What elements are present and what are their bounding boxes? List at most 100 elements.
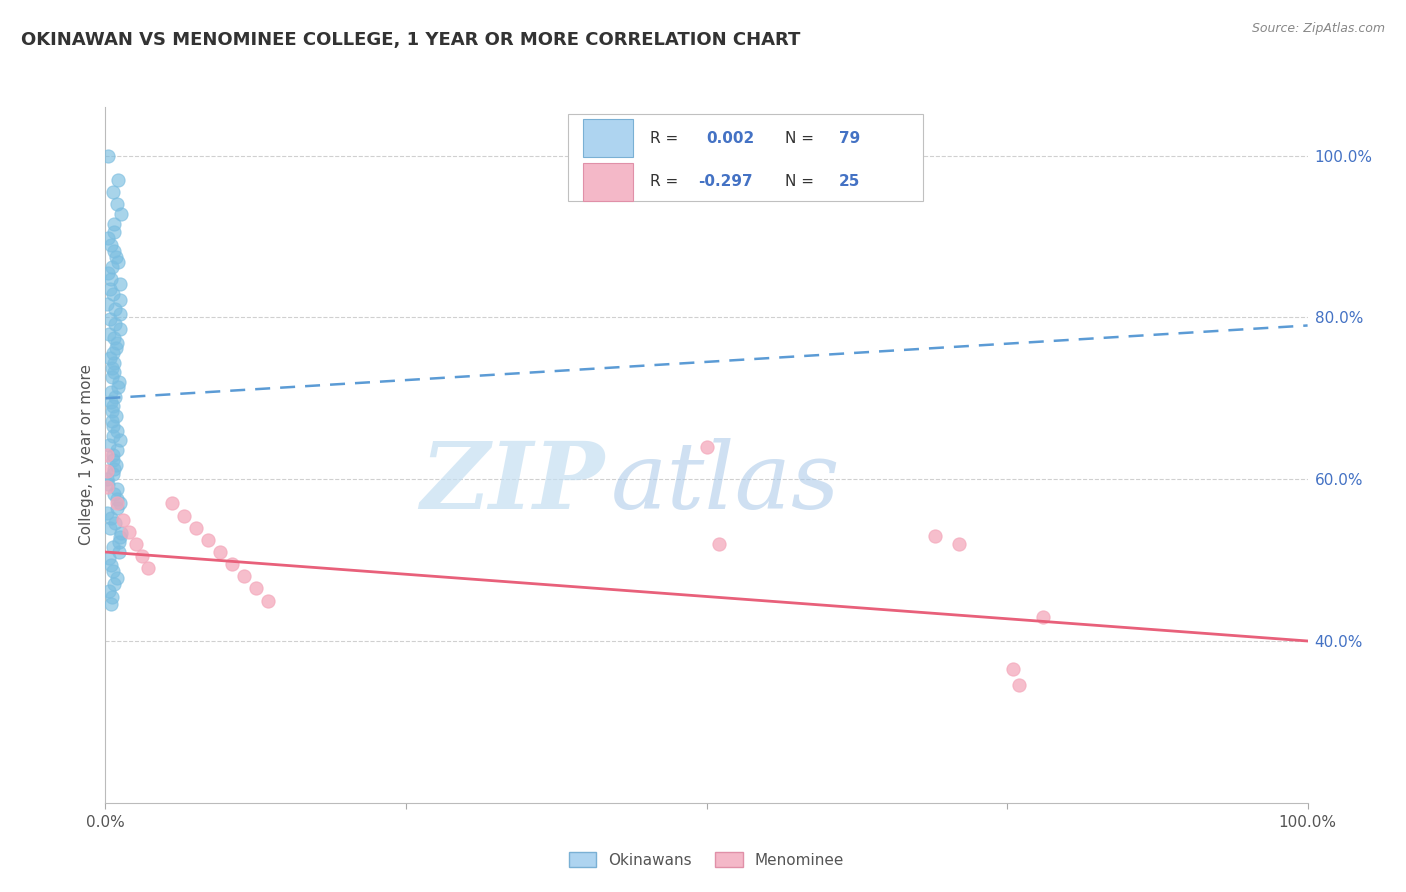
Point xyxy=(97,148,120,162)
Point xyxy=(96,464,118,478)
Point xyxy=(208,545,231,559)
Point xyxy=(103,540,125,554)
Point xyxy=(112,513,135,527)
Point xyxy=(100,394,122,409)
Point xyxy=(232,569,254,583)
Point xyxy=(96,297,118,311)
Point xyxy=(1032,609,1054,624)
Point xyxy=(245,582,267,596)
Point xyxy=(103,565,125,579)
Text: 79: 79 xyxy=(839,131,860,146)
Point xyxy=(100,404,122,418)
Point xyxy=(96,448,118,462)
Point xyxy=(101,448,124,462)
Point xyxy=(221,557,243,571)
Bar xyxy=(582,162,633,201)
Point xyxy=(107,380,129,394)
Point xyxy=(184,521,207,535)
Point xyxy=(107,375,129,389)
Point xyxy=(101,452,124,467)
Point xyxy=(101,467,124,482)
Point xyxy=(100,271,122,285)
Point xyxy=(101,287,124,301)
Point xyxy=(118,524,141,539)
Point xyxy=(103,226,125,240)
Point xyxy=(110,525,132,540)
Point xyxy=(101,414,124,428)
Point xyxy=(105,443,128,458)
Point xyxy=(98,312,121,326)
Point xyxy=(104,302,127,317)
Point xyxy=(103,346,125,360)
Point xyxy=(105,571,128,585)
Point xyxy=(108,293,131,307)
Point xyxy=(108,434,131,448)
Point xyxy=(101,428,124,442)
Point xyxy=(103,331,125,345)
Point xyxy=(103,462,125,476)
Point xyxy=(107,173,129,187)
Point xyxy=(105,250,128,264)
Point xyxy=(101,185,124,199)
Point xyxy=(97,326,120,341)
Point xyxy=(103,487,125,501)
Point xyxy=(108,322,131,336)
Text: atlas: atlas xyxy=(610,438,839,528)
Point xyxy=(256,593,278,607)
Point xyxy=(105,424,128,438)
Point xyxy=(100,237,122,252)
Point xyxy=(105,409,128,423)
Point xyxy=(98,351,121,365)
Point xyxy=(100,384,122,399)
Point xyxy=(97,477,120,491)
Point xyxy=(948,537,970,551)
Point xyxy=(103,418,125,433)
Text: 0.002: 0.002 xyxy=(707,131,755,146)
Point xyxy=(100,558,122,572)
Point xyxy=(103,577,125,591)
Point xyxy=(100,511,122,525)
Point xyxy=(103,218,125,232)
Point xyxy=(108,277,131,292)
Text: N =: N = xyxy=(785,174,818,189)
Point xyxy=(110,531,132,545)
Point xyxy=(100,597,122,611)
Point xyxy=(1002,662,1025,676)
Text: R =: R = xyxy=(650,174,683,189)
Point xyxy=(924,529,946,543)
Point xyxy=(101,260,124,275)
Point xyxy=(105,482,128,496)
Point xyxy=(105,197,128,211)
Point xyxy=(97,551,120,566)
Point xyxy=(101,360,124,375)
Text: -0.297: -0.297 xyxy=(699,174,752,189)
Point xyxy=(103,317,125,331)
Point xyxy=(105,501,128,516)
Point xyxy=(696,440,718,454)
Text: OKINAWAN VS MENOMINEE COLLEGE, 1 YEAR OR MORE CORRELATION CHART: OKINAWAN VS MENOMINEE COLLEGE, 1 YEAR OR… xyxy=(21,31,800,49)
Point xyxy=(131,549,153,563)
Point xyxy=(107,336,129,351)
Point xyxy=(110,307,132,321)
Point xyxy=(173,508,195,523)
Point xyxy=(110,207,132,221)
Point xyxy=(101,370,124,384)
Point xyxy=(110,496,132,510)
Y-axis label: College, 1 year or more: College, 1 year or more xyxy=(79,365,94,545)
Point xyxy=(96,506,118,520)
Point xyxy=(103,356,125,370)
Point xyxy=(105,341,128,355)
Point xyxy=(96,472,118,486)
Point xyxy=(104,516,127,530)
Point xyxy=(107,496,129,510)
Text: N =: N = xyxy=(785,131,818,146)
Point xyxy=(103,244,125,258)
Point xyxy=(160,496,183,510)
Point xyxy=(98,438,121,452)
Point xyxy=(124,537,146,551)
Text: R =: R = xyxy=(650,131,683,146)
Point xyxy=(100,591,122,605)
Point xyxy=(104,390,127,404)
Point xyxy=(108,535,131,549)
Point xyxy=(97,231,120,245)
